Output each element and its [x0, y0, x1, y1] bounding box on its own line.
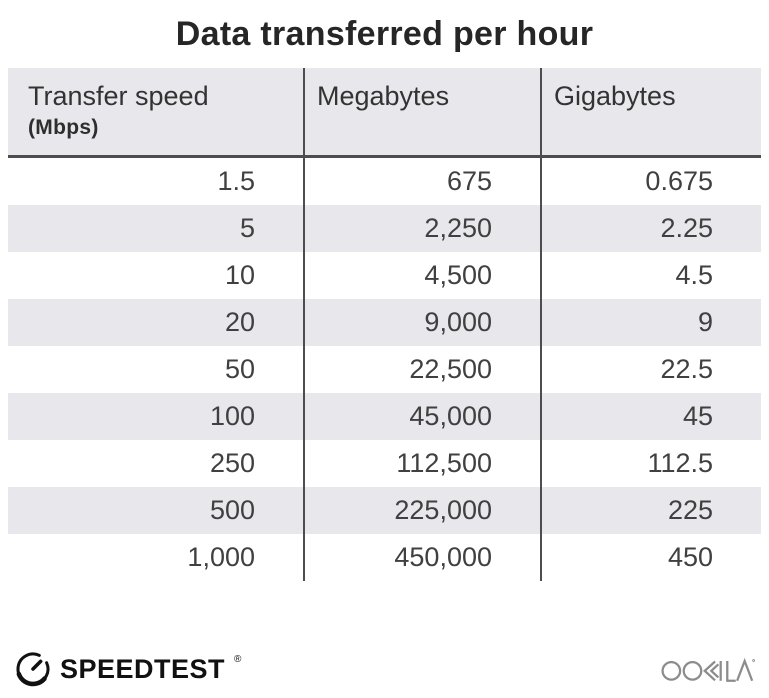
ookla-logo: [661, 653, 755, 685]
table-cell: 45,000: [303, 393, 540, 440]
table-cell: 100: [8, 393, 303, 440]
speedtest-logo: SPEEDTEST ®: [14, 650, 241, 688]
table-cell: 112,500: [303, 440, 540, 487]
table-cell: 250: [8, 440, 303, 487]
speedtest-trademark: ®: [234, 654, 242, 665]
column-header-transfer-speed: Transfer speed (Mbps): [8, 68, 303, 158]
table-cell: 9,000: [303, 299, 540, 346]
table-cell: 2.25: [540, 205, 761, 252]
column-header-gigabytes: Gigabytes: [540, 68, 761, 158]
table-cell: 1.5: [8, 158, 303, 205]
column-header-megabytes: Megabytes: [303, 68, 540, 158]
table-cell: 500: [8, 487, 303, 534]
table-cell: 225,000: [303, 487, 540, 534]
table-cell: 4.5: [540, 252, 761, 299]
speedtest-gauge-icon: [16, 652, 50, 687]
data-table: Transfer speed (Mbps) Megabytes Gigabyte…: [8, 68, 761, 581]
table-cell: 450,000: [303, 534, 540, 581]
table-cell: 5: [8, 205, 303, 252]
speedtest-wordmark: SPEEDTEST: [60, 653, 226, 684]
table-cell: 1,000: [8, 534, 303, 581]
table-cell: 20: [8, 299, 303, 346]
table-cell: 112.5: [540, 440, 761, 487]
table-cell: 225: [540, 487, 761, 534]
column-header-mbps-unit: (Mbps): [28, 115, 99, 139]
table-cell: 45: [540, 393, 761, 440]
table-cell: 10: [8, 252, 303, 299]
table-cell: 50: [8, 346, 303, 393]
page-title: Data transferred per hour: [175, 15, 594, 53]
table-cell: 450: [540, 534, 761, 581]
table-cell: 4,500: [303, 252, 540, 299]
table-cell: 2,250: [303, 205, 540, 252]
table-cell: 22.5: [540, 346, 761, 393]
table-cell: 9: [540, 299, 761, 346]
table-cell: 0.675: [540, 158, 761, 205]
table-cell: 675: [303, 158, 540, 205]
column-header-transfer-speed-label: Transfer speed: [28, 81, 209, 111]
table-cell: 22,500: [303, 346, 540, 393]
footer: SPEEDTEST ®: [14, 648, 755, 690]
ookla-wordmark-icon: [661, 657, 755, 682]
